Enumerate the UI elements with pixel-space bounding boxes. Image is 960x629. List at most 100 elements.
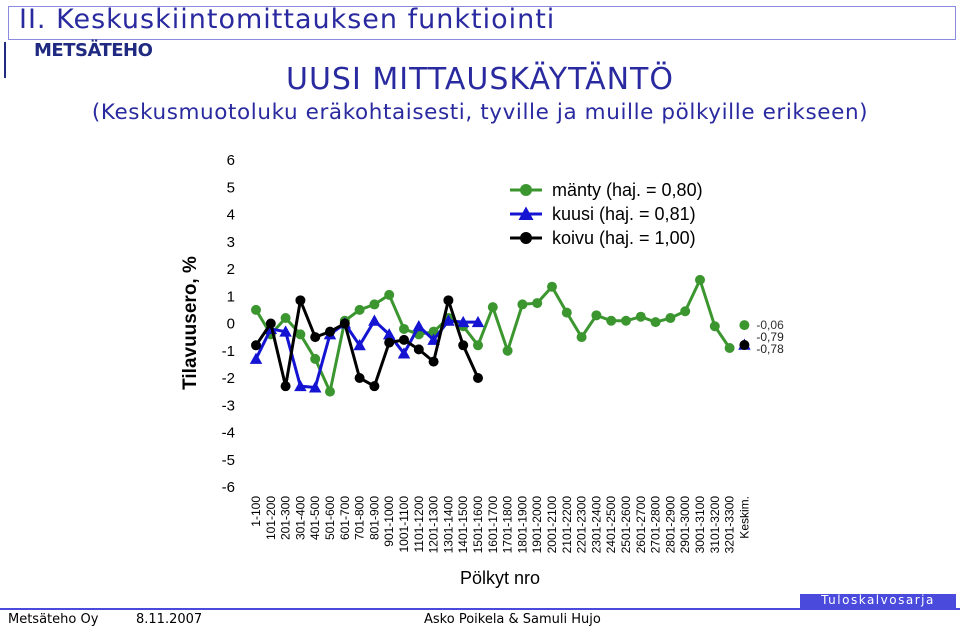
data-point xyxy=(353,339,366,351)
x-tick-label: 1101-1200 xyxy=(412,496,426,553)
data-point xyxy=(384,337,395,348)
data-point xyxy=(308,381,322,393)
x-tick-label: 1801-1900 xyxy=(515,496,529,554)
data-point xyxy=(487,302,498,313)
x-tick-label: 1201-1300 xyxy=(427,496,441,554)
data-point xyxy=(295,329,306,340)
data-point xyxy=(249,352,263,364)
data-point xyxy=(369,381,380,392)
x-axis-label: Pölkyt nro xyxy=(460,568,540,588)
y-tick-label: -3 xyxy=(222,397,235,414)
legend-label: koivu (haj. = 1,00) xyxy=(552,228,696,248)
data-point xyxy=(635,311,646,322)
summary-label: -0,06 xyxy=(756,318,784,332)
data-point xyxy=(280,381,291,392)
legend-marker xyxy=(520,184,532,196)
x-tick-label: 3201-3300 xyxy=(723,496,737,554)
metsateho-logo-icon: METSÄTEHO xyxy=(4,40,153,82)
summary-point xyxy=(739,320,750,331)
x-tick-label: 1901-2000 xyxy=(530,496,544,554)
y-tick-label: -4 xyxy=(222,425,235,442)
x-tick-label: 701-800 xyxy=(353,496,367,540)
y-axis-label: Tilavuusero, % xyxy=(180,256,201,390)
x-tick-label: 2601-2700 xyxy=(634,496,648,554)
data-point xyxy=(473,340,483,351)
data-point xyxy=(412,319,426,332)
legend-label: kuusi (haj. = 0,81) xyxy=(552,204,696,224)
x-tick-label: 2901-3000 xyxy=(678,496,692,554)
x-tick-label: 501-600 xyxy=(323,496,337,540)
x-tick-label: 1501-1600 xyxy=(471,496,485,554)
data-point xyxy=(428,326,439,337)
footer-divider xyxy=(0,608,960,610)
x-tick-label: 901-1000 xyxy=(382,496,396,547)
legend-marker xyxy=(518,206,534,220)
data-point xyxy=(621,315,631,326)
x-tick-label: 1001-1100 xyxy=(397,496,411,553)
page-title: II. Keskuskiintomittauksen funktiointi xyxy=(19,4,556,35)
data-point xyxy=(591,310,602,321)
series-line xyxy=(254,298,480,388)
data-point xyxy=(397,347,411,359)
data-point xyxy=(458,340,469,351)
data-point xyxy=(413,344,424,355)
x-tick-label: 2201-2300 xyxy=(575,496,589,554)
x-tick-label: 1401-1500 xyxy=(456,496,470,554)
footer-date: 8.11.2007 xyxy=(136,612,203,627)
data-point xyxy=(606,315,617,326)
x-tick-label: 401-500 xyxy=(308,496,322,540)
x-tick-label: 801-900 xyxy=(367,496,381,540)
x-tick-label: 2401-2500 xyxy=(604,496,618,554)
data-point xyxy=(325,326,335,337)
data-point xyxy=(517,299,528,310)
data-point xyxy=(443,295,454,306)
x-tick-label: 1601-1700 xyxy=(486,496,500,554)
data-point xyxy=(665,313,676,324)
data-point xyxy=(650,317,661,328)
x-tick-label: 2001-2100 xyxy=(545,496,559,554)
data-point xyxy=(382,328,396,340)
x-tick-label: 2101-2200 xyxy=(560,496,574,554)
data-point xyxy=(680,306,691,317)
summary-label: -0,78 xyxy=(756,342,784,356)
data-point xyxy=(561,307,572,318)
y-tick-label: 3 xyxy=(227,234,235,251)
data-point xyxy=(576,332,587,343)
x-tick-label: 2801-2900 xyxy=(663,496,677,554)
summary-point xyxy=(739,340,750,351)
slide-subheading: (Keskusmuotoluku eräkohtaisesti, tyville… xyxy=(91,100,869,125)
logo-mark xyxy=(4,42,24,78)
data-point xyxy=(399,323,409,334)
footer-org: Metsäteho Oy xyxy=(8,612,99,627)
data-point xyxy=(354,373,365,383)
y-tick-label: -2 xyxy=(222,370,235,387)
summary-label: -0,79 xyxy=(756,330,784,344)
data-point xyxy=(280,313,291,324)
data-point xyxy=(251,304,261,315)
x-tick-label: 3001-3100 xyxy=(693,496,707,554)
data-point xyxy=(427,333,440,345)
y-tick-label: -5 xyxy=(222,452,235,469)
data-point xyxy=(442,314,455,326)
x-tick-label: 301-400 xyxy=(293,496,307,540)
data-point xyxy=(724,343,735,354)
footer-series-bar: Tuloskalvosarja xyxy=(800,593,956,608)
data-point xyxy=(279,325,292,337)
x-tick-label: 201-300 xyxy=(279,496,293,540)
x-tick-label: 1301-1400 xyxy=(441,496,455,554)
y-tick-label: 5 xyxy=(227,179,235,196)
x-tick-label: 3101-3200 xyxy=(708,496,722,554)
data-point xyxy=(369,299,380,310)
legend-label: mänty (haj. = 0,80) xyxy=(552,180,703,200)
data-point xyxy=(471,315,485,328)
footer-series: Tuloskalvosarja xyxy=(821,593,935,607)
slide-heading: UUSI MITTAUSKÄYTÄNTÖ xyxy=(286,62,674,97)
data-point xyxy=(456,315,470,328)
data-point xyxy=(294,379,307,392)
data-point xyxy=(384,289,395,300)
data-point xyxy=(310,353,321,364)
data-point xyxy=(325,386,335,397)
x-tick-label: 1701-1800 xyxy=(501,496,515,554)
data-point xyxy=(399,334,409,345)
data-point xyxy=(695,274,705,285)
